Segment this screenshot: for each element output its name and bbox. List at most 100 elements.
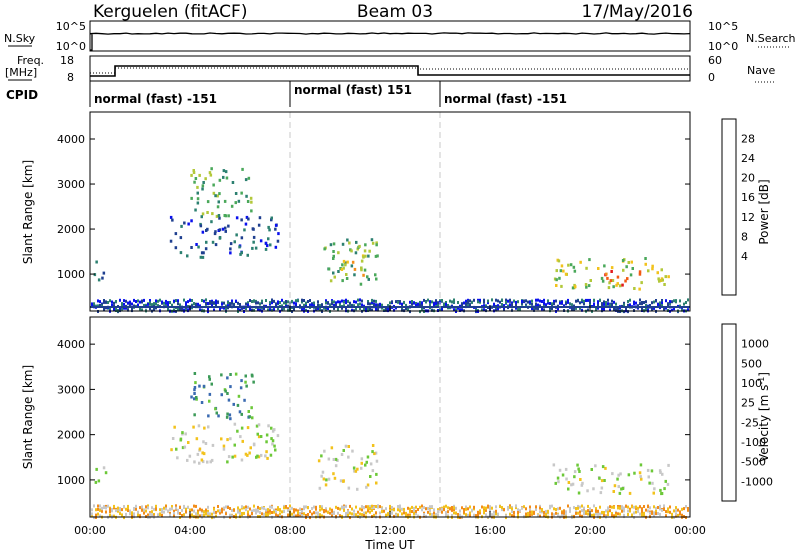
ground-scatter-cell [421,504,423,508]
ground-scatter-cell [149,299,151,302]
data-cell [190,395,193,399]
data-cell [564,467,568,471]
ground-scatter-cell [99,514,101,518]
ground-scatter-cell [99,504,101,508]
ground-scatter-cell [331,300,333,304]
data-cell [633,287,636,290]
data-cell [594,464,597,468]
ground-scatter-cell [401,507,403,511]
ground-scatter-cell [265,511,267,515]
data-cell [204,177,207,181]
ground-scatter-cell [119,507,121,510]
ground-scatter-cell [369,510,371,514]
data-cell [354,251,358,255]
data-cell [176,456,179,460]
ground-scatter-cell [409,509,411,513]
ground-scatter-cell [113,301,115,305]
colorbar-tick-label: 1000 [741,338,769,351]
data-cell [364,463,367,467]
ground-scatter-cell [213,511,215,515]
ground-scatter-cell [323,509,325,512]
ground-scatter-cell [645,300,647,304]
data-cell [226,412,229,416]
ground-scatter-cell [491,513,493,517]
ground-scatter-cell [565,302,567,306]
ground-scatter-cell [293,308,295,312]
ground-scatter-cell [339,514,341,518]
ground-scatter-cell [687,298,689,302]
data-cell [341,279,344,283]
ground-scatter-cell [341,306,343,310]
ground-scatter-cell [161,510,163,514]
data-cell [224,389,227,393]
ground-scatter-cell [509,505,511,509]
ground-scatter-cell [249,299,251,302]
ground-scatter-cell [355,505,357,509]
ground-scatter-cell [367,307,369,310]
ground-scatter-cell [381,510,383,513]
data-cell [631,267,634,270]
colorbar-tick-label: 8 [741,230,748,243]
ground-scatter-cell [131,307,133,311]
ground-scatter-cell [311,507,313,510]
ground-scatter-cell [685,505,687,508]
ground-scatter-cell [335,514,337,518]
ground-scatter-cell [659,512,661,516]
ground-scatter-cell [359,512,361,516]
ground-scatter-cell [111,303,113,307]
data-cell [101,276,104,280]
ground-scatter-cell [113,308,115,311]
data-cell [257,223,261,227]
power-cbar-label: Power [dB] [757,179,771,244]
data-cell [194,381,197,385]
ground-scatter-cell [457,301,459,304]
ground-scatter-cell [119,298,121,302]
ground-scatter-cell [389,509,391,512]
data-cell [663,283,666,286]
data-cell [615,283,618,287]
ground-scatter-cell [545,303,547,307]
data-cell [269,243,272,247]
velocity-cbar-label-sup: -1 [757,377,766,385]
data-cell [274,223,278,227]
data-cell [196,452,200,456]
ground-scatter-cell [147,513,149,517]
ground-scatter-cell [297,511,299,515]
data-cell [646,468,650,472]
data-cell [658,279,661,283]
ground-scatter-cell [603,511,605,514]
data-cell [369,462,373,466]
ground-scatter-cell [95,513,97,517]
data-cell [169,215,173,219]
data-cell [590,468,593,471]
ground-scatter-cell [177,299,179,303]
ground-scatter-cell [135,300,137,303]
data-cell [197,424,201,428]
ground-scatter-cell [553,513,555,517]
ground-scatter-cell [625,307,627,310]
ground-scatter-cell [241,306,243,310]
data-cell [214,194,217,198]
ground-scatter-cell [391,300,393,304]
beam-title: Beam 03 [357,2,433,22]
nsky-panel: N.Sky 10^5 10^0 10^5 10^0 N.Search [4,20,796,53]
data-cell [190,173,193,177]
data-cell [250,200,253,204]
data-cell [246,200,250,203]
ground-scatter-cell [141,300,143,304]
ground-scatter-cell [641,509,643,513]
ground-scatter-cell [393,514,395,518]
ground-scatter-cell [549,302,551,305]
ground-scatter-cell [247,513,249,517]
ground-scatter-cell [101,509,103,513]
ground-scatter-cell [511,514,513,518]
x-tick-label: 20:00 [574,524,606,537]
ground-scatter-cell [561,511,563,515]
ground-scatter-cell [371,298,373,302]
data-cell [257,423,261,427]
ground-scatter-cell [317,300,319,304]
ground-scatter-cell [639,298,641,302]
ground-scatter-cell [529,513,531,517]
data-cell [330,446,334,450]
data-cell [573,470,577,474]
